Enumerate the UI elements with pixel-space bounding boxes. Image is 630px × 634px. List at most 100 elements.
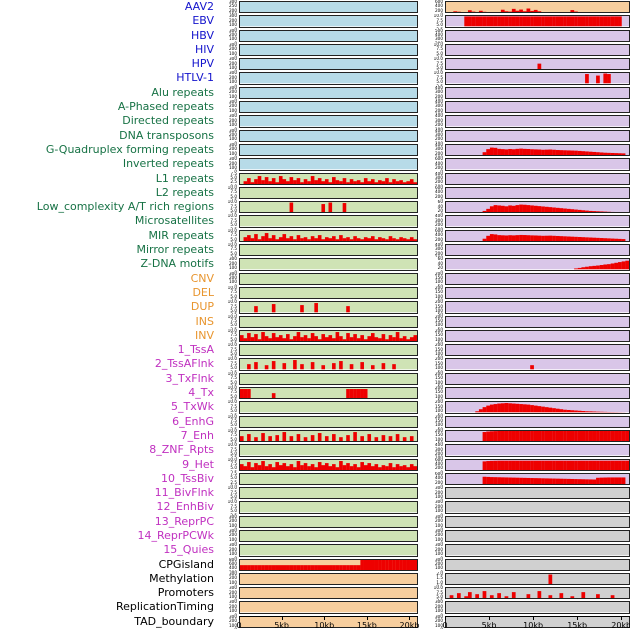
track-panel-mid[interactable]: [239, 587, 418, 599]
track-panel-mid[interactable]: [239, 215, 418, 227]
track-panel-right[interactable]: [445, 258, 630, 270]
track-panel-mid[interactable]: [239, 187, 418, 199]
track-panel-mid[interactable]: [239, 230, 418, 242]
track-panel-right[interactable]: [445, 244, 630, 256]
track-panel-mid[interactable]: [239, 330, 418, 342]
axis-tick: [533, 616, 534, 620]
track-panel-right[interactable]: [445, 187, 630, 199]
track-panel-mid[interactable]: [239, 15, 418, 27]
track-panel-mid[interactable]: [239, 601, 418, 613]
track-panel-mid[interactable]: [239, 101, 418, 113]
track-panel-mid[interactable]: [239, 358, 418, 370]
track-panel-mid[interactable]: [239, 244, 418, 256]
track-panel-right[interactable]: [445, 173, 630, 185]
track-panel-mid[interactable]: [239, 373, 418, 385]
track-panel-right[interactable]: [445, 101, 630, 113]
track-panel-mid[interactable]: [239, 301, 418, 313]
track-panel-mid[interactable]: [239, 273, 418, 285]
row-label-7-enh: 7_Enh: [0, 429, 218, 443]
track-panel-mid[interactable]: [239, 144, 418, 156]
track-panel-right[interactable]: [445, 544, 630, 556]
track-panel-mid[interactable]: [239, 30, 418, 42]
track-panel-mid[interactable]: [239, 115, 418, 127]
track-panel-mid[interactable]: [239, 201, 418, 213]
track-panel-right[interactable]: [445, 459, 630, 471]
track-panel-right[interactable]: [445, 487, 630, 499]
row-label-microsatellites: Microsatellites: [0, 214, 218, 228]
track-panel-mid[interactable]: [239, 44, 418, 56]
track-panel-mid[interactable]: [239, 173, 418, 185]
track-panel-right[interactable]: [445, 316, 630, 328]
track-panel-right[interactable]: [445, 72, 630, 84]
track-panel-right[interactable]: [445, 573, 630, 585]
track-panel-right[interactable]: [445, 516, 630, 528]
track-panel-mid[interactable]: [239, 401, 418, 413]
y-axis-ticks: 200150100500: [424, 272, 444, 286]
track-panel-right[interactable]: [445, 373, 630, 385]
track-panel-mid[interactable]: [239, 473, 418, 485]
track-panel-right[interactable]: [445, 58, 630, 70]
track-panel-right[interactable]: [445, 559, 630, 571]
track-panel-right[interactable]: [445, 158, 630, 170]
track-panel-mid[interactable]: [239, 58, 418, 70]
track-panel-mid[interactable]: [239, 459, 418, 471]
track-panel-mid[interactable]: [239, 287, 418, 299]
track-panel-mid[interactable]: [239, 1, 418, 13]
track-panel-mid[interactable]: [239, 130, 418, 142]
track-panel-right[interactable]: [445, 330, 630, 342]
track-panel-right[interactable]: [445, 287, 630, 299]
track-panel-right[interactable]: [445, 215, 630, 227]
track-panel-right[interactable]: [445, 358, 630, 370]
track-panel-mid[interactable]: [239, 87, 418, 99]
track-panel-mid[interactable]: [239, 344, 418, 356]
track-panel-right[interactable]: [445, 530, 630, 542]
track-panel-mid[interactable]: [239, 158, 418, 170]
axis-tick-label: 0: [236, 621, 241, 630]
row-label-del: DEL: [0, 286, 218, 300]
track-panel-right[interactable]: [445, 115, 630, 127]
track-panel-right[interactable]: [445, 130, 630, 142]
track-panel-right[interactable]: [445, 416, 630, 428]
track-panel-right[interactable]: [445, 601, 630, 613]
track-panel-right[interactable]: [445, 230, 630, 242]
track-panel-mid[interactable]: [239, 258, 418, 270]
track-panel-mid[interactable]: [239, 430, 418, 442]
track-panel-right[interactable]: [445, 1, 630, 13]
track-panel-mid[interactable]: [239, 516, 418, 528]
track-panel-right[interactable]: [445, 15, 630, 27]
track-panel-mid[interactable]: [239, 72, 418, 84]
track-panel-mid[interactable]: [239, 444, 418, 456]
axis-line: [445, 616, 630, 617]
track-row: 10.07.55.02.50.0: [218, 500, 418, 514]
track-panel-mid[interactable]: [239, 416, 418, 428]
track-panel-right[interactable]: [445, 587, 630, 599]
track-panel-mid[interactable]: [239, 487, 418, 499]
track-panel-mid[interactable]: [239, 387, 418, 399]
track-panel-right[interactable]: [445, 144, 630, 156]
track-panel-mid[interactable]: [239, 544, 418, 556]
track-panel-mid[interactable]: [239, 501, 418, 513]
track-panel-right[interactable]: [445, 301, 630, 313]
track-panel-right[interactable]: [445, 473, 630, 485]
track-panel-right[interactable]: [445, 430, 630, 442]
track-panel-right[interactable]: [445, 30, 630, 42]
track-panel-right[interactable]: [445, 201, 630, 213]
track-panel-right[interactable]: [445, 444, 630, 456]
track-panel-mid[interactable]: [239, 530, 418, 542]
track-panel-mid[interactable]: [239, 559, 418, 571]
track-panel-right[interactable]: [445, 87, 630, 99]
track-panel-right[interactable]: [445, 44, 630, 56]
track-panel-mid[interactable]: [239, 316, 418, 328]
track-panel-mid[interactable]: [239, 573, 418, 585]
track-panel-right[interactable]: [445, 273, 630, 285]
track-panel-right[interactable]: [445, 501, 630, 513]
track-panel-right[interactable]: [445, 401, 630, 413]
track-panel-right[interactable]: [445, 387, 630, 399]
track-panel-right[interactable]: [445, 344, 630, 356]
